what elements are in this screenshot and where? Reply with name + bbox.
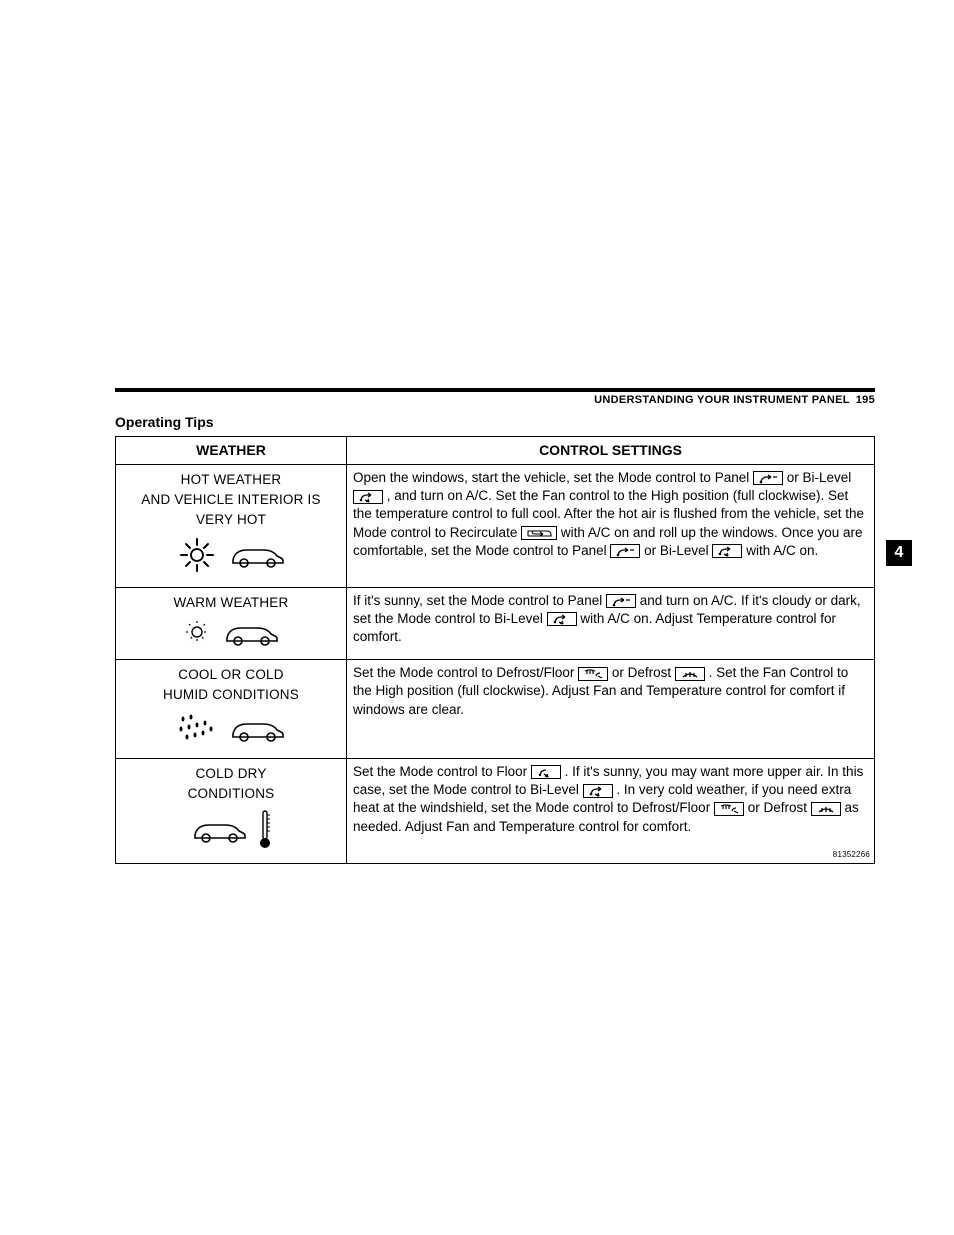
recirculate-mode-icon [521, 526, 557, 540]
defrost-floor-mode-icon [578, 667, 608, 681]
table-row: COOL OR COLD HUMID CONDITIONS [116, 660, 875, 759]
weather-label: WARM WEATHER [122, 594, 340, 612]
weather-label: CONDITIONS [122, 785, 340, 803]
weather-label: COLD DRY [122, 765, 340, 783]
defrost-floor-mode-icon [714, 802, 744, 816]
section-tab: 4 [886, 540, 912, 566]
col-weather: WEATHER [116, 437, 347, 465]
settings-cell: Set the Mode control to Defrost/Floor or… [347, 660, 875, 759]
operating-tips-table: WEATHER CONTROL SETTINGS HOT WEATHER AND… [115, 436, 875, 864]
weather-label: AND VEHICLE INTERIOR IS [122, 491, 340, 509]
col-settings: CONTROL SETTINGS [347, 437, 875, 465]
page-header: UNDERSTANDING YOUR INSTRUMENT PANEL 195 [115, 394, 875, 406]
settings-cell: If it's sunny, set the Mode control to P… [347, 587, 875, 659]
defrost-mode-icon [811, 802, 841, 816]
rain-icon [175, 711, 219, 750]
weather-label: HUMID CONDITIONS [122, 686, 340, 704]
sun-icon [181, 618, 213, 651]
car-icon [221, 618, 281, 651]
sun-icon [175, 536, 219, 579]
panel-mode-icon [610, 544, 640, 558]
car-icon [189, 815, 249, 848]
section-title: Operating Tips [115, 414, 875, 430]
bilevel-mode-icon [547, 612, 577, 626]
panel-mode-icon [606, 594, 636, 608]
table-row: HOT WEATHER AND VEHICLE INTERIOR IS VERY… [116, 464, 875, 587]
settings-cell: Set the Mode control to Floor . If it's … [347, 758, 875, 863]
figure-number: 81352266 [833, 850, 870, 861]
car-icon [227, 540, 287, 575]
weather-label: VERY HOT [122, 511, 340, 529]
thermometer-icon [257, 809, 273, 854]
bilevel-mode-icon [353, 490, 383, 504]
weather-label: COOL OR COLD [122, 666, 340, 684]
settings-cell: Open the windows, start the vehicle, set… [347, 464, 875, 587]
table-row: COLD DRY CONDITIONS [116, 758, 875, 863]
defrost-mode-icon [675, 667, 705, 681]
floor-mode-icon [531, 765, 561, 779]
table-row: WARM WEATHER [116, 587, 875, 659]
car-icon [227, 714, 287, 747]
page-number: 195 [856, 394, 875, 406]
bilevel-mode-icon [712, 544, 742, 558]
bilevel-mode-icon [583, 784, 613, 798]
weather-label: HOT WEATHER [122, 471, 340, 489]
header-title: UNDERSTANDING YOUR INSTRUMENT PANEL [594, 394, 850, 406]
panel-mode-icon [753, 471, 783, 485]
